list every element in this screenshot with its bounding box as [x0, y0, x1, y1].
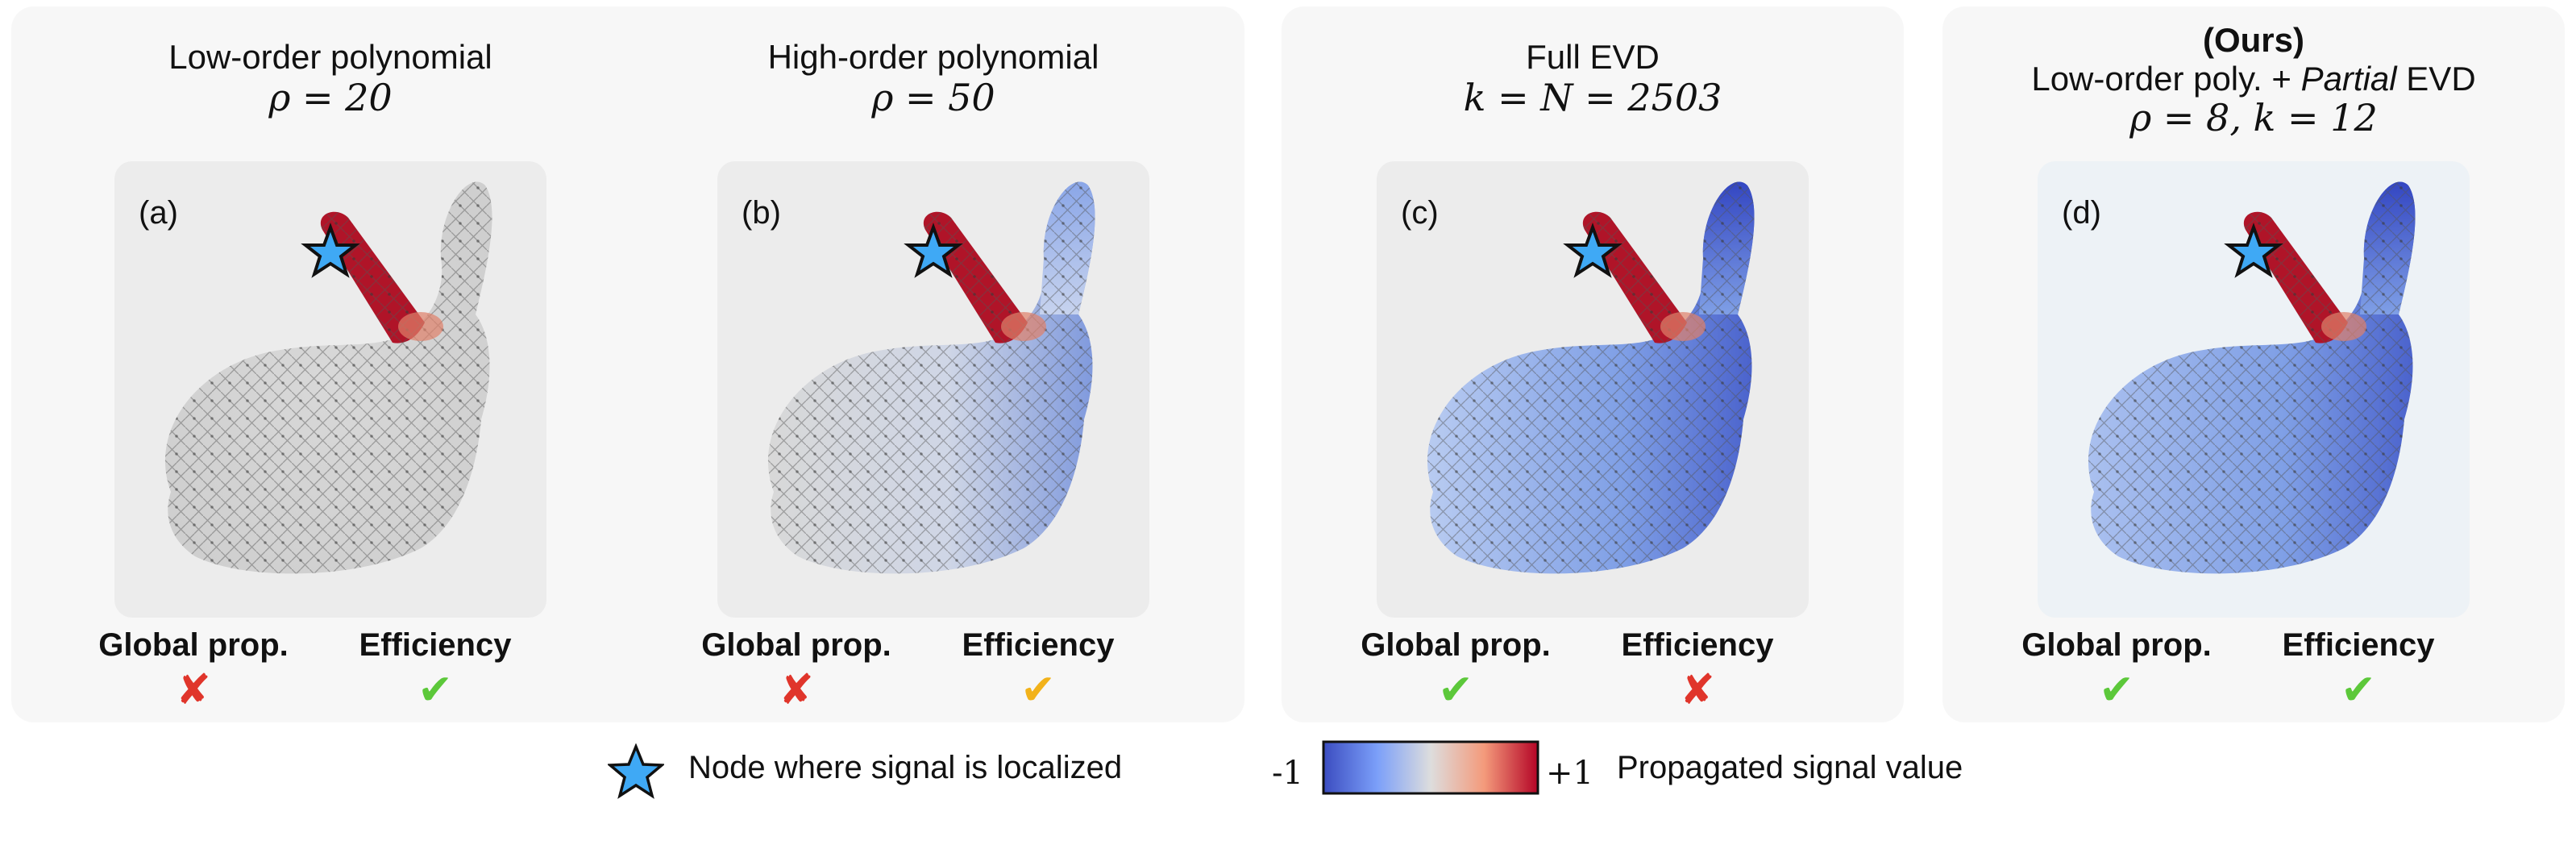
panel-a-efficiency-label: Efficiency — [359, 627, 512, 663]
legend-star-icon — [608, 743, 664, 799]
panel-a-title-text: Low-order polynomial — [168, 38, 492, 76]
bunny-mesh-c — [1427, 181, 1755, 574]
colorbar-label: Propagated signal value — [1617, 750, 1963, 785]
panel-c-efficiency-label: Efficiency — [1621, 627, 1774, 663]
panel-c-title-text: Full EVD — [1526, 38, 1660, 76]
panel-a-global-mark-icon: ✘ — [176, 667, 211, 714]
colorbar — [1322, 740, 1539, 795]
star-icon — [904, 223, 963, 278]
star-icon — [301, 223, 360, 278]
panel-d: (Ours) Low-order poly. + Partial EVD ρ =… — [2021, 6, 2479, 722]
panel-c-global-label: Global prop. — [1361, 627, 1551, 663]
bunny-mesh-a — [164, 181, 492, 574]
panel-b-title-math: ρ = 50 — [871, 76, 995, 119]
panel-a-title-math: ρ = 20 — [268, 76, 393, 119]
panel-d-tag: (d) — [2062, 195, 2101, 231]
colorbar-max-label: +1 — [1546, 755, 1593, 792]
panel-d-image: (d) — [2038, 161, 2470, 618]
panel-a: Low-order polynomial ρ = 20 (a) Global p… — [98, 6, 556, 722]
bunny-mesh-b — [767, 181, 1095, 574]
panel-a-image: (a) — [114, 161, 546, 618]
panel-d-efficiency-label: Efficiency — [2282, 627, 2435, 663]
panel-b-tag: (b) — [742, 195, 781, 231]
panel-b-image: (b) — [717, 161, 1149, 618]
panel-c-efficiency-mark-icon: ✘ — [1680, 667, 1715, 714]
panel-b-title-text: High-order polynomial — [767, 38, 1099, 76]
panel-a-efficiency-mark-icon: ✔ — [418, 667, 453, 714]
panel-d-global-mark-icon: ✔ — [2099, 667, 2134, 714]
panel-d-title-ours: (Ours) — [2203, 21, 2304, 59]
panel-b-efficiency-mark-icon: ✔ — [1020, 667, 1056, 714]
panel-a-title: Low-order polynomial ρ = 20 — [105, 37, 556, 118]
star-icon — [2224, 223, 2283, 278]
panel-d-title-text: Low-order poly. + Partial EVD — [1971, 60, 2536, 98]
panel-b-global-mark-icon: ✘ — [779, 667, 814, 714]
bunny-mesh-d — [2088, 181, 2416, 574]
legend-star-label: Node where signal is localized — [688, 750, 1123, 785]
panel-c-global-mark-icon: ✔ — [1438, 667, 1473, 714]
panel-c-tag: (c) — [1401, 195, 1439, 231]
panel-b-efficiency-label: Efficiency — [962, 627, 1115, 663]
panel-c-title-math: k = N = 2503 — [1463, 76, 1722, 119]
panel-a-tag: (a) — [139, 195, 178, 231]
panel-d-efficiency-mark-icon: ✔ — [2341, 667, 2376, 714]
panel-b-title: High-order polynomial ρ = 50 — [708, 37, 1159, 118]
panel-d-title-math: ρ = 8, k = 12 — [2129, 96, 2378, 139]
panel-d-title-part3: EVD — [2396, 60, 2476, 98]
colorbar-min-label: -1 — [1272, 755, 1303, 792]
panel-d-title-part1: Low-order poly. + — [2031, 60, 2301, 98]
panel-b: High-order polynomial ρ = 50 (b) Global … — [701, 6, 1159, 722]
panel-a-global-label: Global prop. — [98, 627, 289, 663]
panel-d-global-label: Global prop. — [2021, 627, 2212, 663]
panel-d-title: (Ours) Low-order poly. + Partial EVD ρ =… — [2028, 21, 2479, 137]
panel-c-image: (c) — [1377, 161, 1809, 618]
star-icon — [1563, 223, 1622, 278]
panel-c-title: Full EVD k = N = 2503 — [1367, 37, 1818, 118]
panel-d-title-part2: Partial — [2300, 60, 2397, 98]
panel-b-global-label: Global prop. — [701, 627, 891, 663]
panel-c: Full EVD k = N = 2503 (c) Global prop. E… — [1361, 6, 1818, 722]
